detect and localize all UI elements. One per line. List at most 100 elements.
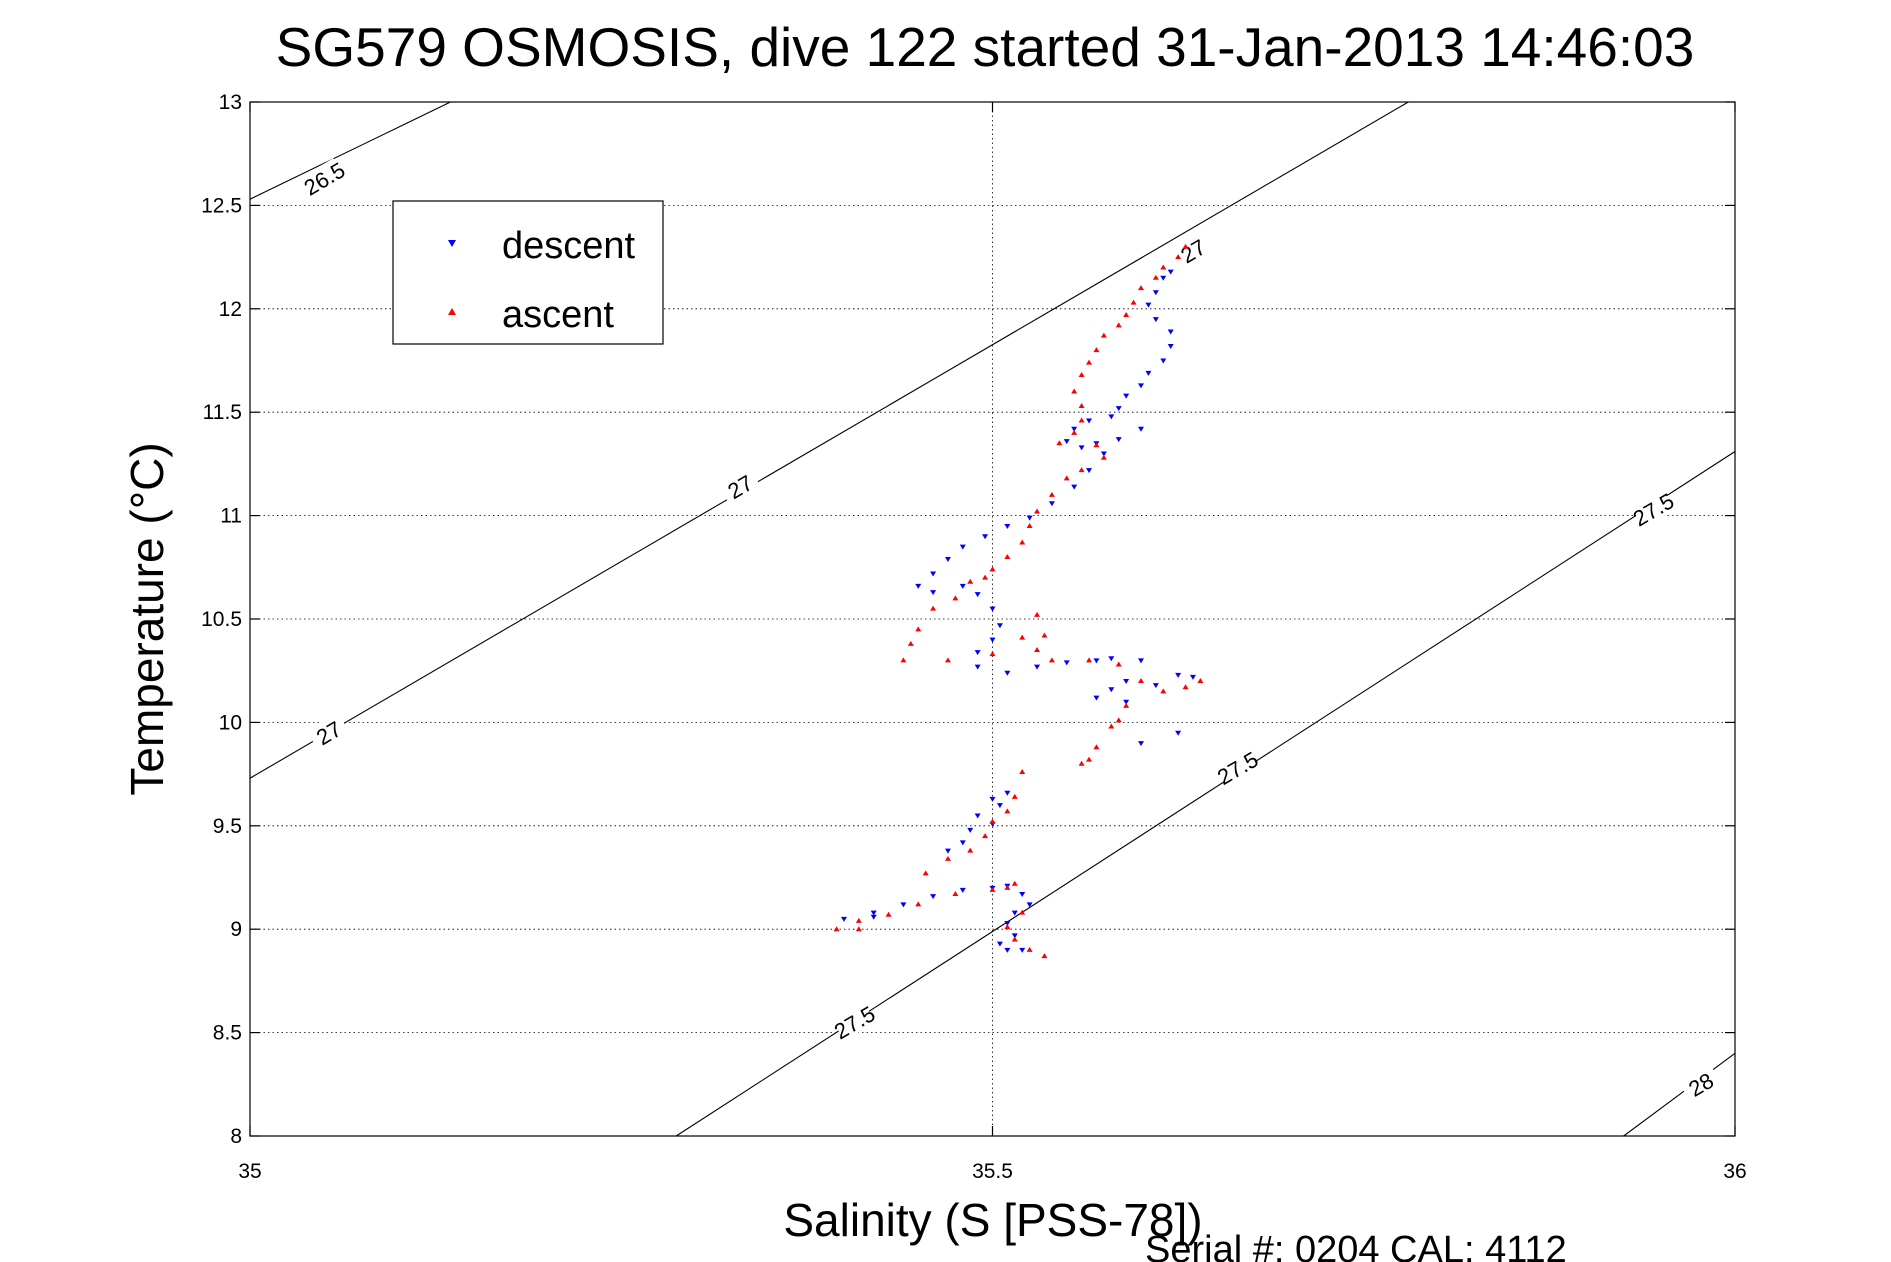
descent-point [1108, 414, 1115, 420]
ascent-point [989, 651, 996, 657]
descent-point [989, 637, 996, 643]
descent-point [974, 650, 981, 656]
ascent-point [1034, 508, 1041, 514]
contour-label-background [1678, 1063, 1722, 1103]
ascent-point [1100, 454, 1107, 460]
descent-point [1115, 437, 1122, 443]
descent-point [1152, 317, 1159, 323]
ascent-point [1152, 274, 1159, 280]
descent-point [1026, 902, 1033, 908]
descent-point [1071, 426, 1078, 432]
y-axis-label: Temperature (°C) [121, 442, 173, 795]
ascent-point [907, 640, 914, 646]
ascent-point [1011, 880, 1018, 886]
descent-point [989, 796, 996, 802]
ascent-point [1160, 688, 1167, 694]
y-tick-label: 11.5 [203, 401, 242, 424]
ascent-point [855, 926, 862, 932]
y-tick-label: 8 [230, 1125, 242, 1148]
y-tick-label: 13 [219, 91, 242, 114]
ascent-point [1108, 723, 1115, 729]
descent-point [959, 887, 966, 893]
contour-label-background [1631, 489, 1675, 528]
x-axis-label: Salinity (S [PSS-78]) [783, 1194, 1202, 1246]
y-axis-ticks: 8 8.5 9 9.5 10 10.5 11 11.5 12 12.5 13 [201, 91, 1735, 1148]
contour-line-26-5 [249, 101, 451, 200]
ascent-point [833, 926, 840, 932]
descent-point [1086, 468, 1093, 474]
ascent-point [1115, 717, 1122, 723]
descent-point [1004, 920, 1011, 926]
ascent-point [1093, 442, 1100, 448]
ascent-point [855, 917, 862, 923]
descent-point [996, 803, 1003, 809]
ascent-point [1093, 347, 1100, 353]
descent-point [974, 592, 981, 598]
descent-point [1175, 672, 1182, 678]
descent-point [959, 544, 966, 550]
y-tick-label: 9.5 [213, 815, 242, 838]
ascent-series [833, 243, 1204, 959]
descent-point [1026, 515, 1033, 521]
ascent-point [989, 566, 996, 572]
ascent-point [922, 870, 929, 876]
ascent-point [1160, 264, 1167, 270]
ascent-point [1115, 661, 1122, 667]
ascent-point [982, 833, 989, 839]
descent-point [967, 827, 974, 833]
ascent-point [885, 911, 892, 917]
contour-line-27 [249, 101, 1409, 779]
descent-point [1048, 501, 1055, 507]
ascent-point [1078, 760, 1085, 766]
descent-point [1071, 484, 1078, 490]
ascent-point [930, 605, 937, 611]
descent-point [974, 664, 981, 670]
descent-point [1167, 269, 1174, 275]
legend-ascent-marker [448, 308, 456, 315]
ascent-point [915, 901, 922, 907]
ascent-point [1026, 946, 1033, 952]
ascent-point [1197, 678, 1204, 684]
descent-point [1034, 664, 1041, 670]
ascent-point [967, 847, 974, 853]
descent-point [930, 894, 937, 900]
ascent-point [1086, 756, 1093, 762]
descent-point [959, 840, 966, 846]
contour-label-background [306, 712, 350, 752]
ascent-point [1071, 429, 1078, 435]
descent-point [1100, 451, 1107, 457]
descent-point [1138, 383, 1144, 389]
descent-point [870, 910, 877, 916]
descent-point [1093, 658, 1100, 664]
descent-point [1123, 679, 1130, 685]
ascent-point [900, 657, 907, 663]
contour-line-28 [1623, 1052, 1736, 1137]
descent-point [1004, 523, 1011, 529]
ascent-point [1138, 678, 1144, 684]
descent-point [1152, 290, 1159, 296]
ascent-point [1115, 322, 1122, 328]
y-tick-label: 9 [230, 918, 242, 941]
descent-point [1138, 426, 1144, 432]
y-tick-label: 11 [220, 505, 242, 528]
descent-point [1167, 344, 1174, 350]
descent-point [930, 571, 937, 577]
descent-point [996, 623, 1003, 629]
ascent-point [1182, 243, 1189, 249]
ascent-point [944, 657, 951, 663]
y-tick-label: 10 [219, 711, 242, 734]
descent-point [1108, 687, 1115, 693]
legend-ascent-label: ascent [502, 294, 614, 336]
ascent-point [1004, 884, 1011, 890]
descent-point [1063, 660, 1070, 666]
contour-label-background [832, 1001, 876, 1041]
ascent-point [1034, 647, 1041, 653]
descent-point [900, 902, 907, 908]
descent-point [1189, 674, 1196, 680]
x-tick-label: 36 [1723, 1160, 1746, 1183]
ascent-point [1175, 254, 1182, 260]
ascent-point [1004, 924, 1011, 930]
descent-point [841, 916, 847, 922]
contour-label-background [717, 466, 762, 506]
descent-point [1160, 275, 1167, 281]
